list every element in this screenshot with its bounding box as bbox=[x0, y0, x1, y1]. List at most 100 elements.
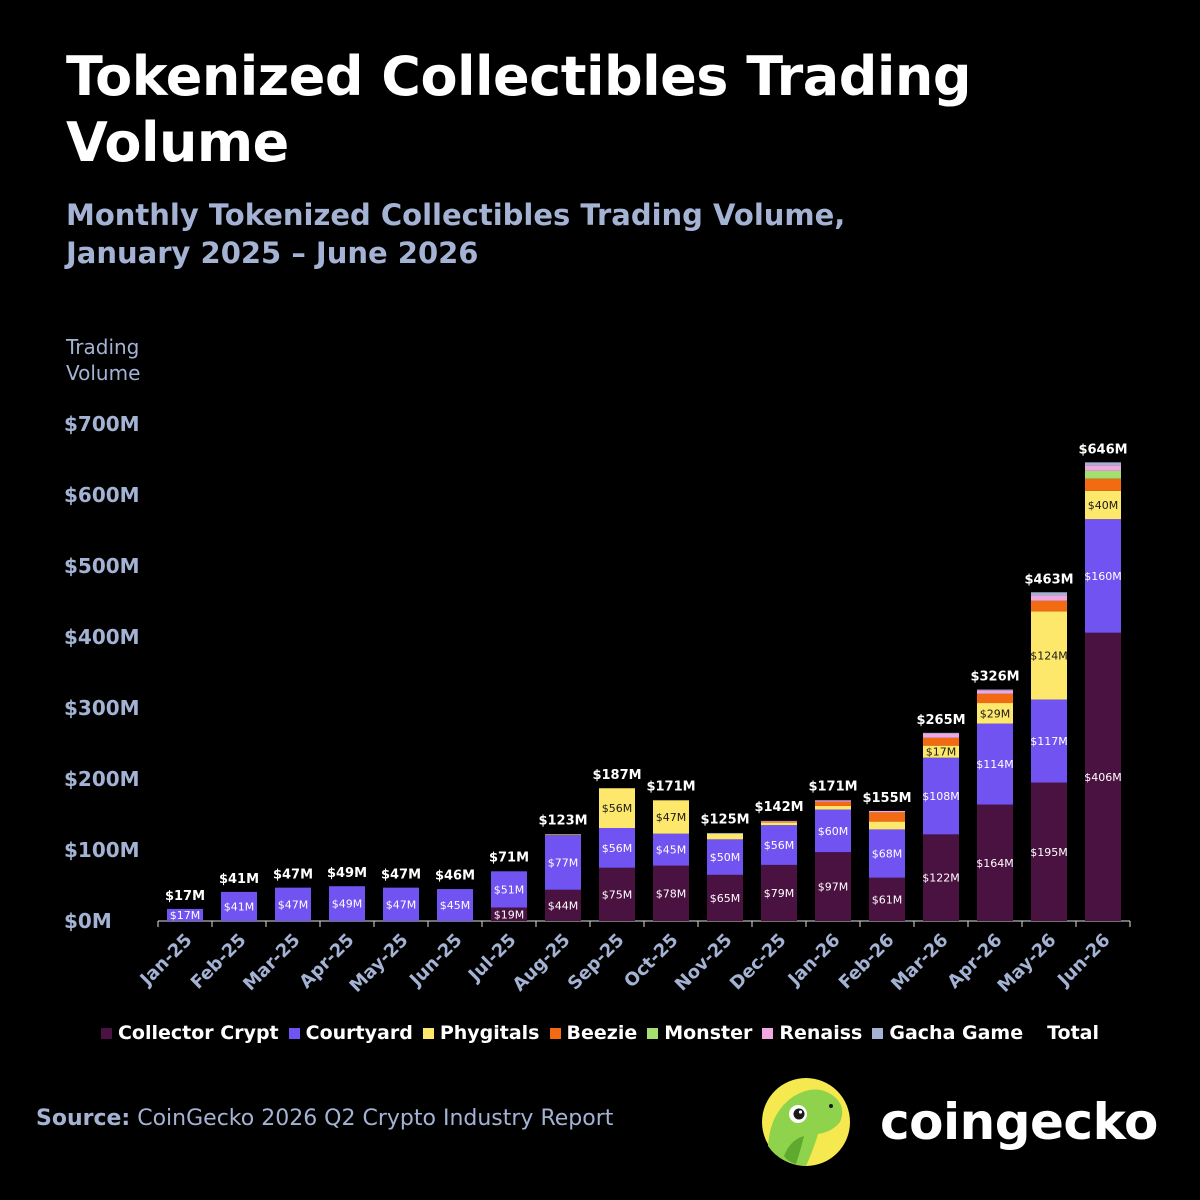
bar-segment-label: $17M bbox=[170, 909, 201, 922]
bar-segment bbox=[1031, 592, 1067, 596]
bar-segment bbox=[761, 864, 797, 921]
bar-total-label: $47M bbox=[381, 868, 421, 883]
bar-segment bbox=[1085, 470, 1121, 479]
bar-segment bbox=[1031, 611, 1067, 700]
legend-item: Beezie bbox=[549, 1022, 637, 1044]
source-text: CoinGecko 2026 Q2 Crypto Industry Report bbox=[137, 1106, 614, 1131]
bar-segment-label: $122M bbox=[922, 872, 960, 885]
bar-segment-label: $164M bbox=[976, 857, 1014, 870]
bar-segment bbox=[545, 834, 581, 836]
y-axis-title-text: Trading Volume bbox=[66, 335, 141, 385]
x-tick-label: Nov-25 bbox=[671, 930, 737, 996]
bar-segment-label: $56M bbox=[602, 842, 633, 855]
bar-segment bbox=[761, 825, 797, 865]
x-tick-label: Mar-25 bbox=[239, 930, 304, 995]
bar-segment bbox=[815, 852, 851, 921]
bar-segment bbox=[923, 757, 959, 835]
x-tick-label: Mar-26 bbox=[887, 930, 952, 995]
x-tick-label: Feb-26 bbox=[835, 930, 899, 994]
bar-segment bbox=[761, 820, 797, 822]
bar-total-label: $71M bbox=[489, 851, 529, 866]
legend-label: Courtyard bbox=[305, 1022, 413, 1044]
bar-total-label: $463M bbox=[1024, 572, 1073, 587]
y-tick-label: $600M bbox=[64, 483, 140, 507]
bar-total-label: $46M bbox=[435, 868, 475, 883]
x-tick-label: May-26 bbox=[994, 930, 1061, 997]
bar-segment bbox=[761, 821, 797, 823]
bar-segment-label: $29M bbox=[980, 707, 1011, 720]
legend-item: Phygitals bbox=[422, 1022, 540, 1044]
bar-segment bbox=[761, 822, 797, 826]
subtitle-line-1: Monthly Tokenized Collectibles Trading V… bbox=[66, 198, 846, 232]
x-tick-label: Jan-25 bbox=[135, 930, 197, 992]
legend-item: Monster bbox=[647, 1022, 752, 1044]
legend-item-total: Total bbox=[1047, 1022, 1100, 1044]
bar-segment bbox=[329, 886, 365, 921]
bar-segment bbox=[869, 812, 905, 822]
bar-segment bbox=[545, 889, 581, 921]
bar-segment-label: $97M bbox=[818, 881, 849, 894]
y-axis-title: Trading Volume bbox=[66, 334, 156, 386]
bar-total-label: $47M bbox=[273, 868, 313, 883]
bar-segment bbox=[1085, 465, 1121, 471]
source-label: Source: bbox=[36, 1106, 131, 1131]
legend-label: Phygitals bbox=[439, 1022, 540, 1044]
y-tick-label: $400M bbox=[64, 625, 140, 649]
bar-segment bbox=[491, 907, 527, 921]
bar-segment-label: $41M bbox=[224, 900, 255, 913]
bar-segment bbox=[1085, 519, 1121, 633]
gecko-logo-icon bbox=[762, 1078, 850, 1166]
bar-segment-label: $49M bbox=[332, 898, 363, 911]
bar-segment-label: $56M bbox=[764, 839, 795, 852]
bar-segment bbox=[923, 745, 959, 758]
bar-segment-label: $78M bbox=[656, 887, 687, 900]
bar-total-label: $125M bbox=[700, 812, 749, 827]
bar-segment bbox=[869, 829, 905, 878]
bar-segment-label: $124M bbox=[1030, 649, 1068, 662]
legend-label: Renaiss bbox=[779, 1022, 863, 1044]
legend-label: Gacha Game bbox=[889, 1022, 1024, 1044]
bar-segment bbox=[923, 733, 959, 738]
bar-segment bbox=[977, 693, 1013, 704]
bar-segment-label: $406M bbox=[1084, 771, 1122, 784]
bar-segment-label: $19M bbox=[494, 908, 525, 921]
legend-label: Monster bbox=[664, 1022, 753, 1044]
bar-segment bbox=[977, 804, 1013, 921]
bar-segment bbox=[1031, 782, 1067, 921]
stacked-bar-chart: $0M $100M $200M $300M $400M $500M $600M $700M $1… bbox=[64, 412, 1131, 997]
bar-segment-label: $44M bbox=[548, 899, 579, 912]
bar-segment bbox=[869, 821, 905, 830]
bar-segment-label: $117M bbox=[1030, 735, 1068, 748]
y-tick-label: $700M bbox=[64, 412, 140, 436]
bar-segment-label: $68M bbox=[872, 848, 903, 861]
bar-segment-label: $17M bbox=[926, 746, 957, 759]
bar-segment-label: $65M bbox=[710, 892, 741, 905]
x-tick-label: Jun-25 bbox=[404, 930, 466, 992]
x-tick-label: Feb-25 bbox=[187, 930, 251, 994]
bar-segment-label: $50M bbox=[710, 851, 741, 864]
y-tick-label: $0M bbox=[64, 909, 112, 933]
bar-segment-label: $47M bbox=[656, 811, 687, 824]
bar-segment bbox=[167, 908, 203, 921]
bar-segment bbox=[923, 732, 959, 734]
x-tick-label: Dec-25 bbox=[726, 930, 791, 995]
subtitle-line-2: January 2025 – June 2026 bbox=[66, 236, 479, 270]
bar-segment-label: $75M bbox=[602, 888, 633, 901]
legend-swatch bbox=[288, 1027, 300, 1039]
legend-item: Renaiss bbox=[762, 1022, 862, 1044]
bar-segment-label: $56M bbox=[602, 802, 633, 815]
bar-segment bbox=[923, 737, 959, 746]
legend-swatch bbox=[647, 1027, 659, 1039]
bar-segment bbox=[977, 689, 1013, 691]
bar-segment bbox=[437, 889, 473, 921]
source-note: Source: CoinGecko 2026 Q2 Crypto Industr… bbox=[36, 1106, 613, 1131]
bar-segment-label: $40M bbox=[1088, 499, 1119, 512]
legend-swatch bbox=[549, 1027, 561, 1039]
bar-segment bbox=[1085, 478, 1121, 491]
legend-swatch bbox=[422, 1027, 434, 1039]
bar-total-label: $123M bbox=[538, 814, 587, 829]
y-tick-label: $300M bbox=[64, 696, 140, 720]
bar-segment bbox=[221, 891, 257, 921]
bar-segment bbox=[599, 867, 635, 921]
bar-segment bbox=[707, 833, 743, 840]
